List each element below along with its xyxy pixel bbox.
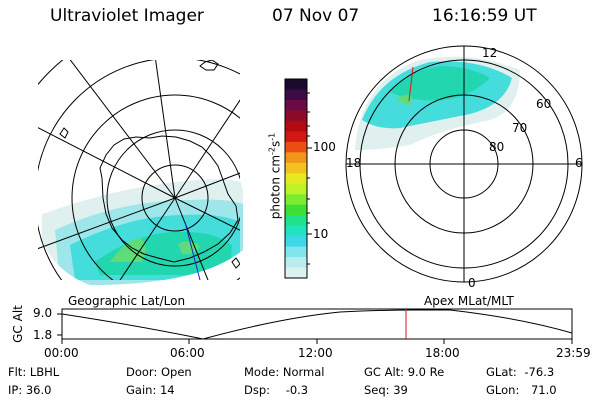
dsp-field: Dsp: -0.3 [244,383,308,397]
units-base: photon cm [268,154,283,220]
gcalt-label: GC Alt: [364,365,405,379]
altitude-ytick-1-8: 1.8 [33,328,53,342]
colorbar-swatch [285,225,307,237]
door-field: Door: Open [126,365,192,379]
glon-label: GLon: [486,383,520,397]
colorbar-swatch [285,120,307,132]
colorbar-swatch [285,152,307,164]
mlt-6-label: 6 [575,156,583,170]
right-panel-label: Apex MLat/MLT [424,294,514,308]
colorbar-units-label: photon cm-2s-1 [268,133,283,220]
gcalt-value: 9.0 Re [407,365,445,379]
mlat-60-label: 60 [536,97,552,111]
colorbar-swatch [285,89,307,101]
units-sup1: -2 [267,146,277,155]
colorbar-swatch [285,236,307,248]
colorbar-swatch [285,173,307,185]
colorbar-swatch [285,257,307,269]
glat-value: -76.3 [524,365,555,379]
mode-value: Normal [282,365,325,379]
colorbar-swatch [285,215,307,227]
seq-label: Seq: [364,383,390,397]
altitude-xtick-0600: 06:00 [170,346,205,360]
colorbar-swatch [285,79,307,91]
colorbar-swatch [285,204,307,216]
right-sun-marker [408,66,414,102]
altitude-xtick-2359: 23:59 [556,346,591,360]
mlat-80-label: 80 [489,140,505,154]
gain-field: Gain: 14 [126,383,175,397]
colorbar-swatch [285,99,307,112]
colorbar-swatch [285,110,307,122]
mlt-0-label: 0 [468,276,476,290]
glat-field: GLat: -76.3 [486,365,554,379]
left-terminator-line [184,221,201,280]
mlat-70-label: 70 [512,121,528,135]
colorbar-tick-100: 100 [313,140,336,154]
units-sup2: -1 [267,132,277,141]
dsp-value: -0.3 [285,383,309,397]
glat-label: GLat: [486,365,517,379]
flt-label: Flt: [8,365,27,379]
app-title: Ultraviolet Imager [50,6,204,26]
altitude-plot-frame [61,308,573,340]
dsp-label: Dsp: [244,383,271,397]
colorbar-swatch [285,194,307,206]
colorbar-swatch [285,141,307,153]
mode-field: Mode: Normal [244,365,324,379]
ip-label: IP: [8,383,23,397]
colorbar-swatch [285,162,307,174]
left-coastline [59,60,240,269]
date-label: 07 Nov 07 [272,6,360,26]
time-label: 16:16:59 UT [432,6,537,26]
mode-label: Mode: [244,365,280,379]
left-geographic-grid [38,60,240,280]
gain-value: 14 [159,383,175,397]
colorbar-ticks [307,92,312,265]
glon-field: GLon: 71.0 [486,383,557,397]
colorbar-tick-10: 10 [313,227,329,241]
gain-label: Gain: [126,383,157,397]
right-mlat-mlt-grid [345,45,583,283]
colorbar-swatch [285,131,307,143]
seq-field: Seq: 39 [364,383,408,397]
ip-field: IP: 36.0 [8,383,51,397]
altitude-ytick-9: 9.0 [33,306,53,320]
glon-value: 71.0 [530,383,557,397]
colorbar-swatch [285,246,307,258]
mlt-18-label: 18 [346,156,362,170]
door-label: Door: [126,365,158,379]
altitude-curve [62,309,572,339]
colorbar-swatch [285,267,307,279]
colorbar [285,79,307,279]
altitude-plot-ticks [57,313,573,344]
flt-value: LBHL [29,365,60,379]
left-aurora-image [42,179,243,286]
flt-field: Flt: LBHL [8,365,59,379]
mlt-12-label: 12 [482,46,498,60]
seq-value: 39 [393,383,408,397]
altitude-xtick-1200: 12:00 [298,346,333,360]
colorbar-swatch [285,183,307,195]
right-aurora-image [355,56,520,150]
ip-value: 36.0 [25,383,52,397]
units-mid: s [268,140,283,147]
altitude-ylabel: GC Alt [11,305,25,343]
door-value: Open [160,365,192,379]
left-panel-label: Geographic Lat/Lon [68,294,186,308]
gcalt-field: GC Alt: 9.0 Re [364,365,444,379]
altitude-xtick-1800: 18:00 [425,346,460,360]
altitude-xtick-0000: 00:00 [44,346,79,360]
